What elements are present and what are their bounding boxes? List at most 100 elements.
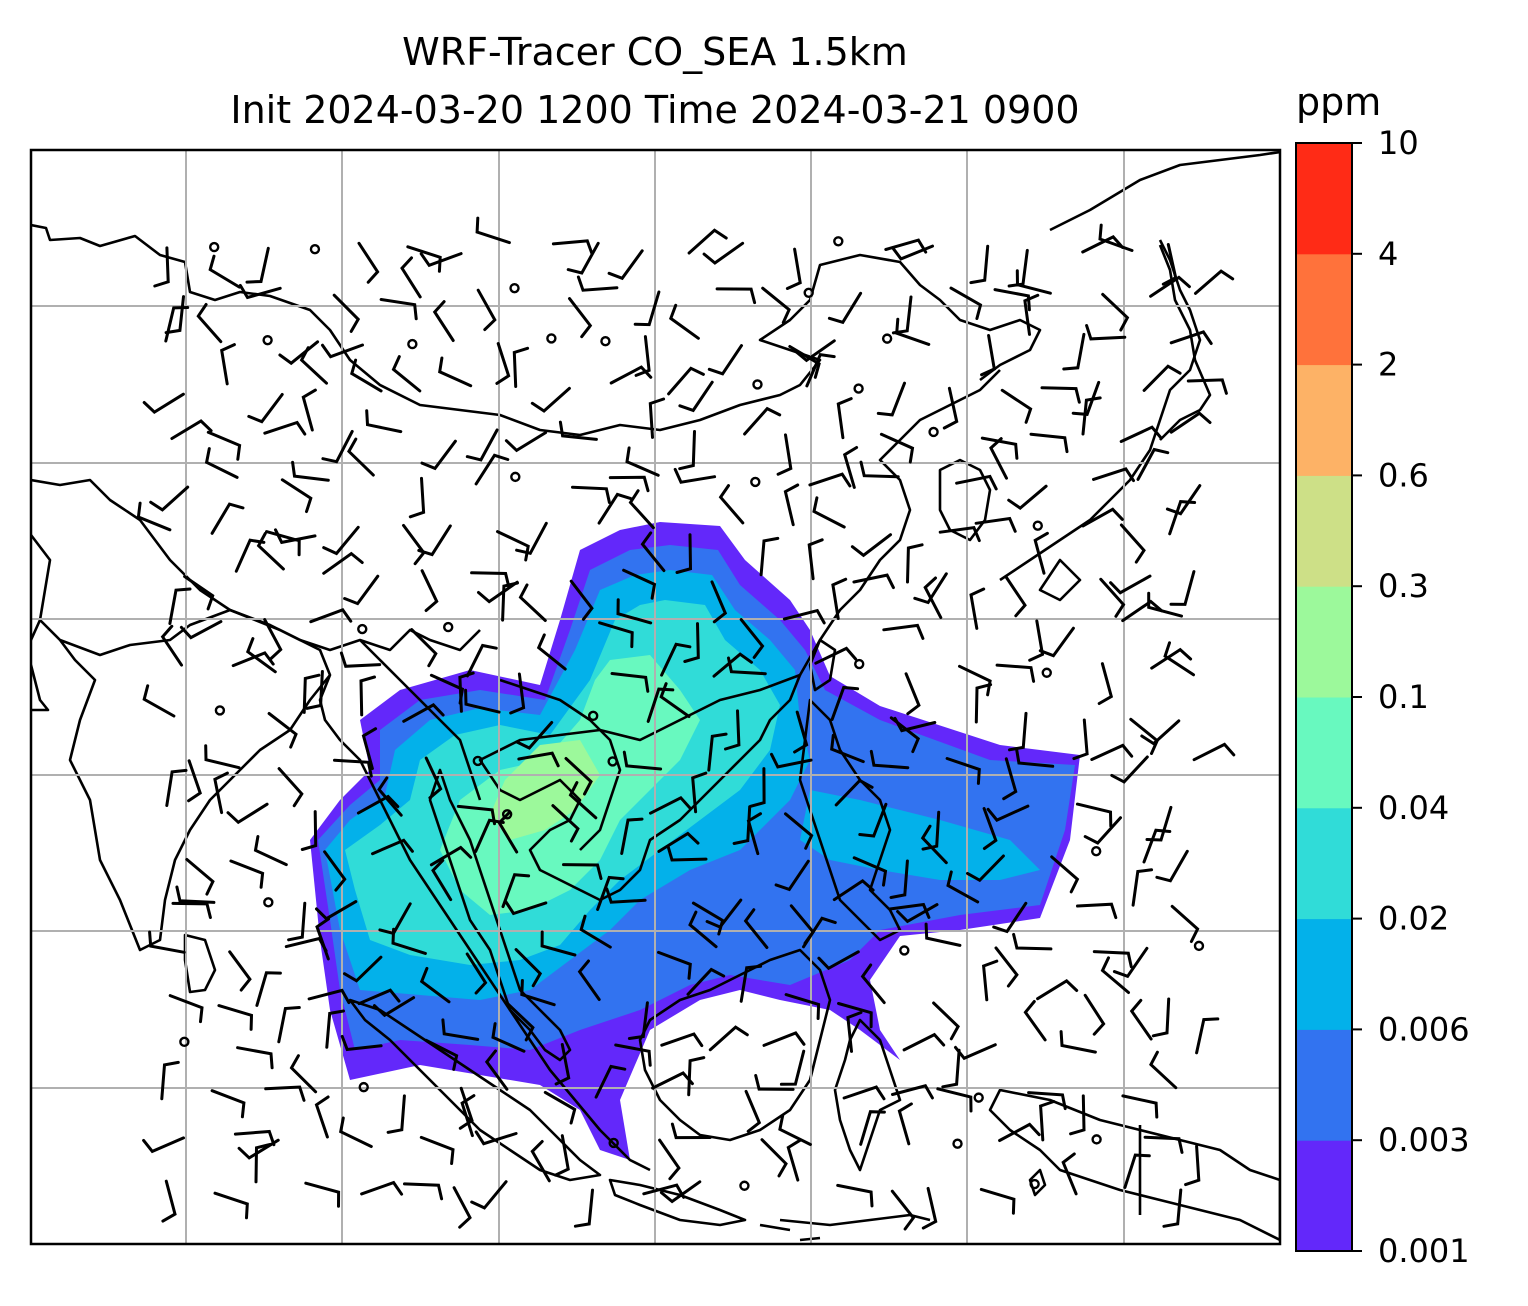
wind-barb <box>1036 979 1079 1001</box>
plume-level-0.006-east <box>800 790 1040 880</box>
wind-barb <box>622 568 657 600</box>
wind-barb <box>204 744 241 770</box>
wind-barb <box>860 963 886 1005</box>
wind-barb <box>220 343 236 386</box>
calm-wind-marker <box>407 338 418 350</box>
wind-barb <box>566 241 600 275</box>
wind-barb <box>1076 902 1118 920</box>
wind-barb <box>148 930 186 954</box>
wind-barb <box>1169 570 1196 606</box>
wind-barb <box>942 386 959 430</box>
calm-wind-marker <box>262 334 273 346</box>
wind-barb <box>339 1116 373 1148</box>
calm-wind-marker <box>899 945 910 956</box>
wind-barb <box>1121 599 1163 623</box>
calm-wind-marker <box>309 244 321 255</box>
calm-wind-marker <box>928 426 939 438</box>
wind-barb <box>419 1135 455 1165</box>
calm-wind-marker <box>472 755 484 767</box>
wind-barb <box>161 1179 177 1223</box>
wind-barb <box>247 393 284 424</box>
wind-barb <box>1008 711 1028 752</box>
wind-barb <box>955 474 998 491</box>
wind-barb <box>277 767 304 808</box>
wind-barb <box>1059 1030 1097 1054</box>
colorbar-swatch <box>1296 807 1352 920</box>
wind-barb <box>322 525 360 556</box>
wind-barb <box>1110 755 1149 784</box>
wind-barb <box>980 436 1019 460</box>
wind-barb <box>808 472 852 488</box>
calm-wind-marker <box>750 476 761 488</box>
wind-barb <box>256 531 285 571</box>
wind-barb <box>491 1022 526 1053</box>
wind-barb <box>979 1187 1016 1215</box>
himalaya-border <box>31 478 481 652</box>
wind-barb <box>846 1011 863 1053</box>
wind-barb <box>280 478 313 514</box>
wind-barb <box>474 453 510 486</box>
wind-barb <box>255 971 282 1007</box>
calm-wind-marker <box>358 1081 369 1093</box>
wind-barb <box>554 1043 571 1086</box>
wind-barb <box>263 420 307 436</box>
wind-barb <box>921 810 941 851</box>
wind-barb <box>1142 364 1182 392</box>
wind-barb <box>895 317 931 346</box>
wind-barb <box>438 356 473 388</box>
wind-barb <box>827 291 863 325</box>
wind-barb <box>1083 993 1106 1036</box>
wind-barb <box>322 551 364 575</box>
wind-barb <box>712 652 753 678</box>
wind-barb <box>1131 868 1154 907</box>
wind-barb <box>607 249 644 281</box>
calm-wind-marker <box>501 809 513 820</box>
wind-barb <box>305 670 324 710</box>
wind-barb <box>688 910 718 949</box>
wind-barb <box>456 804 496 826</box>
colorbar-swatch <box>1296 475 1352 587</box>
wind-barb <box>419 966 451 1004</box>
wind-barb <box>515 521 548 556</box>
wind-barb <box>715 287 757 305</box>
wind-barb <box>365 409 403 434</box>
wind-barb <box>1142 828 1172 864</box>
calm-wind-marker <box>1041 667 1052 678</box>
wind-barb <box>1150 647 1193 670</box>
wind-barb <box>906 543 924 584</box>
colorbar: 0.001 0.003 0.006 0.02 0.04 0.1 0.3 0.6 2 4 10 <box>1295 124 1470 1270</box>
wind-barb <box>739 618 765 659</box>
calm-wind-marker <box>1029 1178 1040 1190</box>
wind-barb <box>608 475 650 493</box>
wind-barb <box>1186 378 1228 395</box>
wind-barb <box>1092 467 1135 483</box>
sumatra <box>348 998 602 1182</box>
wind-barb <box>213 771 229 815</box>
wind-barb <box>164 306 190 343</box>
wind-barb <box>464 688 501 714</box>
wind-barb <box>171 901 212 919</box>
colorbar-tick-label: 2 <box>1378 346 1398 384</box>
wind-barb <box>670 1122 712 1140</box>
wind-barb <box>484 1049 509 1091</box>
wind-barb <box>530 386 571 413</box>
wind-barb <box>460 1094 476 1138</box>
wind-barb <box>949 286 983 320</box>
wind-barb <box>577 959 601 1001</box>
wind-barb <box>579 914 612 949</box>
wind-barb <box>465 643 498 678</box>
wind-barb <box>1090 743 1134 761</box>
wind-barb <box>966 854 1005 883</box>
wind-barb <box>710 580 728 624</box>
wind-barb <box>149 485 190 512</box>
wind-barb <box>658 1138 681 1181</box>
wind-barb <box>142 392 185 414</box>
wind-barb <box>424 1038 459 1071</box>
wind-barb <box>793 710 809 754</box>
calm-wind-marker <box>881 333 893 344</box>
wind-barb <box>168 994 204 1024</box>
wind-barb <box>1007 484 1048 510</box>
wind-barb <box>504 431 548 453</box>
map-content <box>31 150 1280 1244</box>
wind-barb <box>1027 1091 1067 1111</box>
